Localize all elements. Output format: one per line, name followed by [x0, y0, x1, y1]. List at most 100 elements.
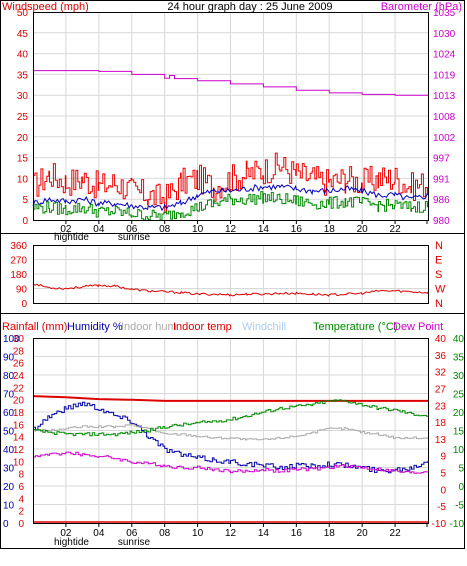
- temperature-tick: 5: [458, 464, 464, 475]
- humidity-line: [33, 401, 429, 474]
- x-tick-label: 22: [390, 528, 402, 539]
- x-tick-label: 10: [192, 528, 204, 539]
- compass-tick: N: [435, 298, 443, 310]
- average-line: [32, 183, 429, 212]
- windspeed-tick: 50: [17, 8, 29, 19]
- indoor-temp-tick: 40: [435, 334, 447, 345]
- compass-tick: N: [435, 240, 443, 252]
- humidity-tick: 90: [3, 353, 15, 364]
- dew-point-label: Dew Point: [393, 321, 443, 333]
- rain-tick: 30: [13, 334, 25, 345]
- x-annotation: sunrise: [118, 537, 151, 548]
- humidity-tick: 30: [3, 464, 15, 475]
- humidity-tick: 10: [3, 501, 15, 512]
- indoor-temp-tick: 13: [435, 435, 447, 446]
- windspeed-axis-label: Windspeed (mph): [2, 1, 89, 13]
- barometer-tick: 1002: [433, 133, 456, 144]
- indoor-temp-tick: 32: [435, 368, 447, 379]
- x-tick-label: 02: [60, 224, 72, 235]
- x-tick-label: 18: [324, 224, 336, 235]
- temperature-tick: 35: [453, 353, 465, 364]
- rain-tick: 2: [18, 507, 24, 518]
- indoor-temp-label: Indoor temp: [173, 321, 232, 333]
- indoor-temp-tick: 27: [435, 384, 447, 395]
- windchill-label: Windchill: [242, 321, 286, 333]
- humidity-tick: 50: [3, 427, 15, 438]
- x-tick-label: 16: [291, 528, 303, 539]
- x-tick-label: 20: [357, 528, 369, 539]
- barometer-tick: 980: [433, 216, 450, 227]
- rain-tick: 4: [18, 494, 24, 505]
- direction_avg-line: [33, 191, 429, 221]
- indoor-temp-tick: 36: [435, 351, 447, 362]
- indoor-temp-tick: 5: [440, 469, 446, 480]
- barometer-line: [33, 70, 428, 96]
- barometer-tick: 1035: [433, 8, 456, 19]
- humidity-tick: 40: [3, 445, 15, 456]
- x-tick-label: 06: [126, 528, 138, 539]
- temperature-tick: -10: [450, 519, 465, 530]
- direction-panel-frame: [33, 245, 429, 304]
- indoor-temp-tick: 23: [435, 401, 447, 412]
- compass-tick: S: [435, 269, 442, 281]
- windspeed-tick: 20: [17, 133, 29, 144]
- direction-tick: 360: [10, 241, 27, 252]
- indoor-temp-tick: -5: [437, 502, 446, 513]
- humidity-tick: 100: [3, 334, 20, 345]
- x-tick-label: 20: [357, 224, 369, 235]
- rain-tick: 26: [13, 359, 25, 370]
- direction-tick: 180: [10, 270, 27, 281]
- wind-direction-line: [32, 283, 429, 297]
- rain-tick: 14: [13, 433, 25, 444]
- temperature-line: [33, 399, 429, 437]
- barometer-tick: 1008: [433, 112, 456, 123]
- temperature-tick: -5: [455, 501, 464, 512]
- x-tick-label: 14: [258, 224, 270, 235]
- rain-tick: 6: [18, 482, 24, 493]
- dew_point-line: [33, 451, 429, 474]
- compass-tick: W: [435, 284, 446, 296]
- windspeed-tick: 10: [17, 174, 29, 185]
- humidity-label: Humidity %: [67, 321, 123, 333]
- rain-tick: 12: [13, 445, 25, 456]
- barometer-tick: 1024: [433, 50, 456, 61]
- barometer-axis-label: Barometer (hPa): [381, 1, 462, 13]
- rain-tick: 20: [13, 396, 25, 407]
- x-tick-label: 12: [225, 528, 237, 539]
- direction-tick: 270: [10, 256, 27, 267]
- rain-tick: 16: [13, 420, 25, 431]
- humidity-tick: 80: [3, 371, 15, 382]
- barometer-tick: 991: [433, 174, 450, 185]
- x-tick-label: 04: [93, 224, 105, 235]
- rain-tick: 0: [18, 519, 24, 530]
- rainfall-label: Rainfall (mm): [2, 321, 67, 333]
- indoor_hum-line: [33, 423, 429, 441]
- x-tick-label: 08: [159, 224, 171, 235]
- chart-title: 24 hour graph day : 25 June 2009: [167, 1, 332, 13]
- rain-tick: 18: [13, 408, 25, 419]
- rain-tick: 22: [13, 383, 25, 394]
- humidity-tick: 20: [3, 482, 15, 493]
- rain-tick: 28: [13, 346, 25, 357]
- temperature-tick: 20: [453, 408, 465, 419]
- barometer-tick: 997: [433, 154, 450, 165]
- indoor-temp-line: [32, 395, 428, 402]
- barometer-tick: 986: [433, 195, 450, 206]
- temperature-tick: 25: [453, 390, 465, 401]
- windspeed-tick: 0: [22, 216, 28, 227]
- humidity-tick: 60: [3, 408, 15, 419]
- indoor-temp-tick: 0: [440, 485, 446, 496]
- x-tick-label: 06: [126, 224, 138, 235]
- barometer-tick: 1019: [433, 70, 456, 81]
- x-annotation: hightide: [54, 537, 89, 548]
- x-tick-label: 12: [225, 224, 237, 235]
- compass-tick: E: [435, 255, 442, 267]
- windspeed-tick: 30: [17, 91, 29, 102]
- temperature-label: Temperature (°C): [313, 321, 397, 333]
- windspeed-tick: 45: [17, 29, 29, 40]
- direction-tick: 90: [16, 285, 28, 296]
- indoor-temp-tick: -10: [432, 519, 447, 530]
- barometer-tick: 1030: [433, 29, 456, 40]
